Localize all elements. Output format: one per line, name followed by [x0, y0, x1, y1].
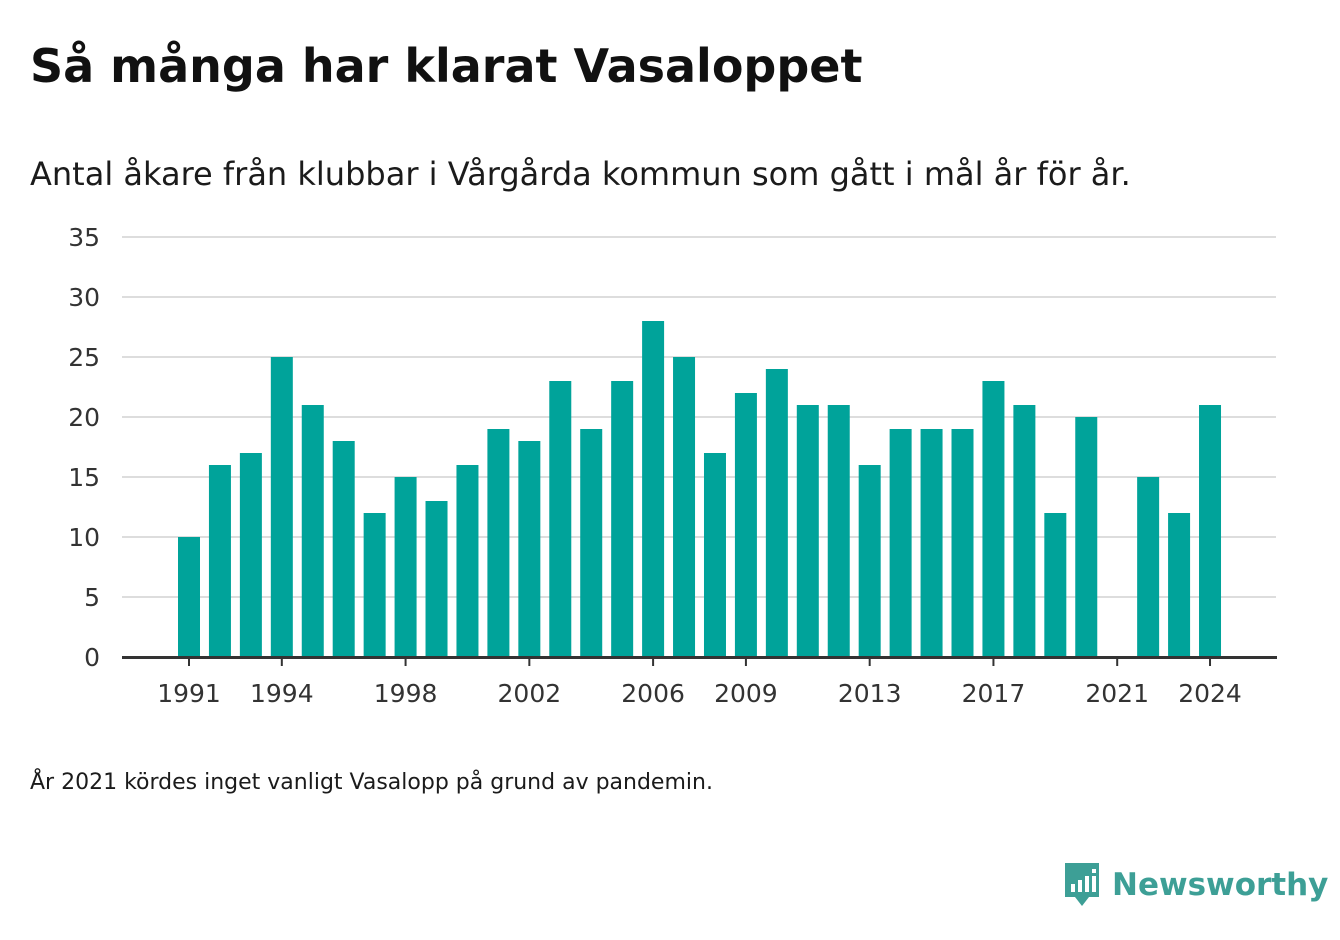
bar-2023 — [1168, 513, 1191, 657]
x-axis-labels: 1991 1994 1998 2002 2006 2009 2013 2017 2021 2024 — [157, 679, 1242, 708]
x-tick-label: 2017 — [962, 679, 1026, 708]
y-tick-label: 0 — [84, 643, 100, 672]
bar-1991 — [178, 537, 200, 657]
newsworthy-logo[interactable]: Newsworthy — [1062, 860, 1328, 910]
bar-2002 — [518, 441, 541, 657]
tick-marks — [122, 656, 1277, 666]
bar-1994 — [270, 357, 293, 657]
bar-2006 — [642, 321, 665, 657]
bar-2011 — [796, 405, 819, 657]
x-tick-label: 2021 — [1085, 679, 1149, 708]
bar-2022 — [1137, 477, 1160, 657]
gridlines — [122, 236, 1276, 598]
x-tick-label: 2009 — [714, 679, 778, 708]
x-tick-label: 2013 — [838, 679, 902, 708]
x-tick-label: 2002 — [498, 679, 562, 708]
y-tick-label: 25 — [68, 343, 100, 372]
footnote: År 2021 kördes inget vanligt Vasalopp på… — [30, 770, 713, 795]
y-tick-label: 35 — [68, 223, 100, 252]
chart-subtitle: Antal åkare från klubbar i Vårgårda komm… — [30, 155, 1131, 193]
bars — [178, 321, 1222, 657]
bar-1992 — [208, 465, 231, 657]
bar-2014 — [889, 429, 912, 657]
bar-2018 — [1013, 405, 1036, 657]
bar-2020 — [1075, 417, 1098, 657]
bar-1998 — [394, 477, 417, 657]
y-tick-label: 20 — [68, 403, 100, 432]
y-axis-labels: 0 5 10 15 20 25 30 35 — [68, 223, 100, 672]
bar-2000 — [456, 465, 479, 657]
bar-2008 — [703, 453, 726, 657]
bar-2004 — [580, 429, 603, 657]
bar-2007 — [673, 357, 696, 657]
bar-2012 — [827, 405, 850, 657]
y-tick-label: 10 — [68, 523, 100, 552]
x-tick-label: 1991 — [157, 679, 221, 708]
bar-1993 — [239, 453, 262, 657]
y-tick-label: 30 — [68, 283, 100, 312]
bar-2015 — [920, 429, 943, 657]
bar-1996 — [332, 441, 355, 657]
bar-2005 — [611, 381, 634, 657]
bar-2010 — [765, 369, 788, 657]
bar-1999 — [425, 501, 448, 657]
newsworthy-logo-icon — [1065, 863, 1099, 906]
y-tick-label: 15 — [68, 463, 100, 492]
bar-2024 — [1199, 405, 1222, 657]
bar-2016 — [951, 429, 974, 657]
x-tick-label: 2006 — [621, 679, 685, 708]
bar-2001 — [487, 429, 510, 657]
chart-title: Så många har klarat Vasaloppet — [30, 39, 863, 93]
x-tick-label: 2024 — [1178, 679, 1242, 708]
bar-2003 — [549, 381, 572, 657]
bar-2019 — [1044, 513, 1067, 657]
y-tick-label: 5 — [84, 583, 100, 612]
bar-2017 — [982, 381, 1005, 657]
x-tick-label: 1998 — [374, 679, 438, 708]
bar-2013 — [858, 465, 881, 657]
bar-1997 — [363, 513, 386, 657]
bar-1995 — [301, 405, 324, 657]
bar-chart: 0 5 10 15 20 25 30 35 1991 1994 1998 2002 2006 2009 2… — [68, 223, 1277, 708]
bar-2009 — [734, 393, 757, 657]
x-tick-label: 1994 — [250, 679, 314, 708]
logo-text: Newsworthy — [1112, 867, 1329, 903]
